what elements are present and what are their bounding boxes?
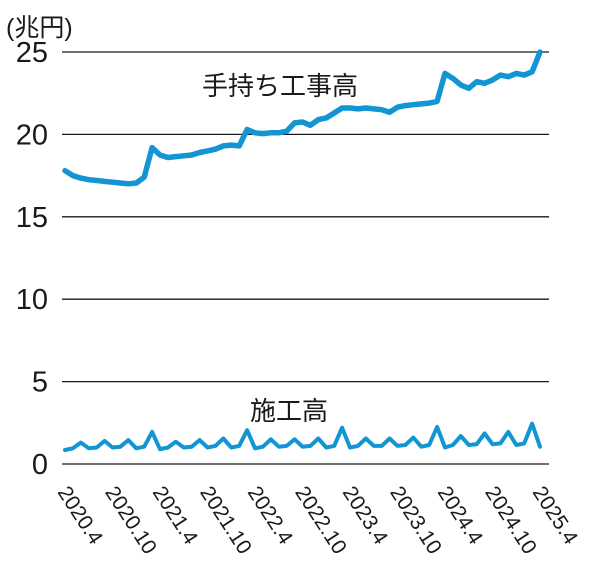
series-line-construction — [63, 421, 542, 452]
series-label-construction: 施工高 — [249, 396, 329, 426]
y-tick-label: 5 — [32, 367, 48, 399]
y-axis-unit-label: (兆円) — [6, 14, 73, 42]
y-tick-label: 15 — [16, 202, 48, 234]
y-tick-label: 10 — [16, 284, 48, 316]
series-line-backlog — [62, 49, 543, 187]
y-tick-label: 25 — [16, 37, 48, 69]
y-tick-label: 20 — [16, 119, 48, 151]
series-label-backlog: 手持ち工事高 — [201, 71, 359, 101]
y-tick-label: 0 — [32, 449, 48, 481]
x-tick-label: 2020.4 — [53, 482, 107, 549]
